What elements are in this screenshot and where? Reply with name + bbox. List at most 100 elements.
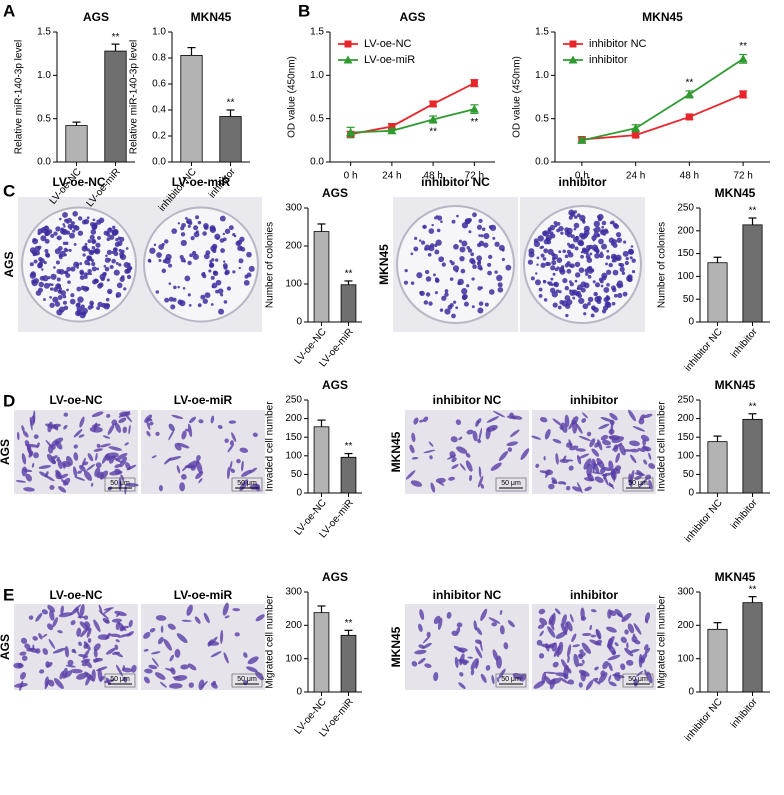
colony [613,293,618,298]
colony [434,277,439,282]
cell [220,629,224,644]
cell [81,662,88,667]
cell [143,648,149,652]
colony [589,252,593,256]
cell [236,458,241,464]
colony [428,228,435,234]
cell [477,439,481,444]
cell [87,638,92,643]
cell [536,639,543,646]
cell [176,442,190,449]
cell [128,424,131,435]
colony [496,274,503,282]
colony [65,273,71,279]
colony [449,259,453,263]
colony [597,215,601,219]
colony [484,302,489,307]
colony [105,254,108,258]
colony [73,242,77,246]
cell [410,480,423,487]
cell [640,434,650,442]
y-tick-label: 50 [683,294,695,305]
colony [478,234,481,237]
colony [208,269,212,273]
colony [190,236,195,241]
cell [582,412,588,419]
colony [77,216,83,221]
cell [639,653,648,663]
y-tick-label: 100 [677,271,694,282]
colony [116,282,123,289]
photo: 50 μm [141,410,265,494]
cell [69,608,80,616]
colony [107,288,113,295]
cell [203,612,210,624]
colony [568,264,573,268]
cell [549,678,556,690]
cell [552,661,559,668]
colony [87,239,92,244]
cell [148,664,158,670]
significance: ** [470,117,478,128]
significance: ** [345,269,353,280]
cell [246,666,258,673]
photo: 50 μm [531,409,656,494]
colony [202,231,207,236]
colony [592,239,595,242]
cell [91,411,104,418]
cell [167,623,176,630]
cell [548,483,555,490]
colony [478,301,484,306]
cell [58,486,67,493]
cell [41,609,48,615]
colony [605,301,612,308]
colony [117,236,121,240]
colony [573,222,580,229]
cell [480,483,484,489]
cell [81,457,86,469]
significance: ** [345,618,353,629]
colony [593,246,599,253]
cell [60,605,64,616]
colony [35,290,42,296]
photo [140,197,262,332]
cell [644,669,648,678]
cell [124,484,127,495]
cell [181,465,188,472]
cell [118,477,122,491]
colony [554,224,558,228]
cell [478,427,483,442]
cell [560,422,568,433]
cell [212,680,217,686]
photo-label: LV-oe-NC [52,175,105,189]
colony [180,239,187,247]
cell [21,466,28,477]
cell [454,656,459,668]
scale-text: 50 μm [628,676,648,683]
colony [601,220,607,226]
colony [455,269,459,273]
cell [411,432,416,443]
colony [91,239,97,245]
cell [596,457,605,470]
cell [33,452,39,459]
cell [614,673,621,681]
cell [171,414,184,420]
colony [188,304,192,307]
cell [73,444,78,449]
panel-label: E [3,585,14,604]
cell [217,424,223,430]
cell [633,623,642,635]
chart-title: AGS [322,570,348,584]
bar [742,224,763,323]
colony [478,218,483,223]
y-tick-label: 0.0 [310,157,324,168]
colony [609,221,613,225]
cell [243,652,248,658]
colony [613,223,620,230]
colony [79,262,83,266]
cell [151,657,159,667]
colony [91,261,96,266]
significance: ** [227,98,235,109]
colony [200,294,206,300]
